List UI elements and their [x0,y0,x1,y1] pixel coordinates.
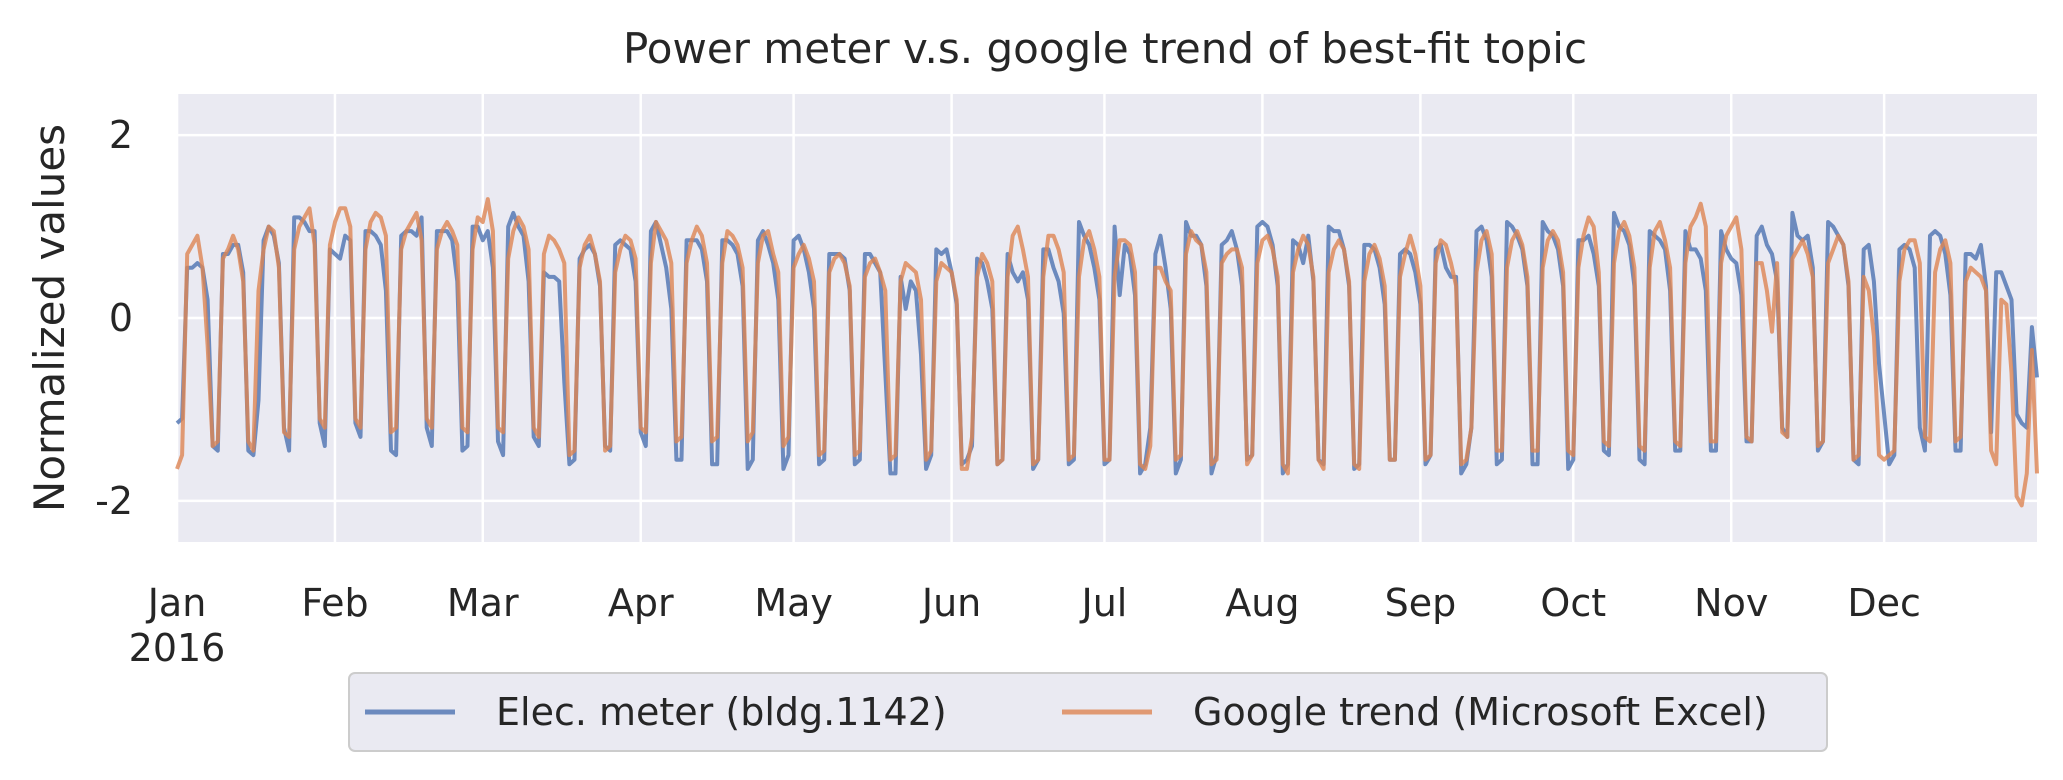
x-tick-label: Apr [608,581,674,625]
series-line-elec-meter [175,210,2039,476]
chart-title: Power meter v.s. google trend of best-fi… [623,24,1587,73]
x-tick-label: Mar [447,581,519,625]
x-tick-label: Aug [1225,581,1299,625]
y-axis-ticks: 2 0 -2 [95,113,133,523]
legend-label: Elec. meter (bldg.1142) [496,690,947,734]
x-tick-label: Dec [1847,581,1921,625]
legend-label: Google trend (Microsoft Excel) [1193,690,1768,734]
y-tick-label: 0 [109,296,133,340]
y-axis-label: Normalized values [25,124,74,512]
x-tick-label: Oct [1540,581,1606,625]
x-tick-label: Feb [301,581,368,625]
x-tick-label: Sep [1385,581,1457,625]
x-tick-label: Jun [920,581,981,625]
x-tick-label: Jan [146,581,207,625]
x-tick-label: May [754,581,833,625]
legend: Elec. meter (bldg.1142) Google trend (Mic… [348,672,1828,752]
x-tick-sublabel: 2016 [129,626,226,670]
x-tick-label: Nov [1694,581,1768,625]
series-line-google-trend [175,197,2039,508]
y-tick-label: 2 [109,113,133,157]
series-lines [175,197,2039,508]
x-tick-label: Jul [1080,581,1128,625]
grid [175,94,2037,542]
y-tick-label: -2 [95,479,133,523]
